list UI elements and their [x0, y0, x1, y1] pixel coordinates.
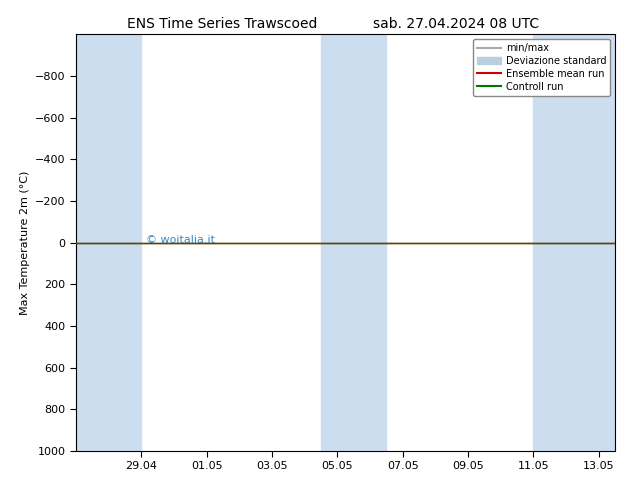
- Bar: [533, 34, 615, 451]
- Text: sab. 27.04.2024 08 UTC: sab. 27.04.2024 08 UTC: [373, 17, 540, 31]
- Text: © woitalia.it: © woitalia.it: [146, 236, 215, 245]
- Y-axis label: Max Temperature 2m (°C): Max Temperature 2m (°C): [20, 171, 30, 315]
- Bar: [321, 34, 386, 451]
- Legend: min/max, Deviazione standard, Ensemble mean run, Controll run: min/max, Deviazione standard, Ensemble m…: [473, 39, 610, 96]
- Bar: [76, 34, 141, 451]
- Text: ENS Time Series Trawscoed: ENS Time Series Trawscoed: [127, 17, 317, 31]
